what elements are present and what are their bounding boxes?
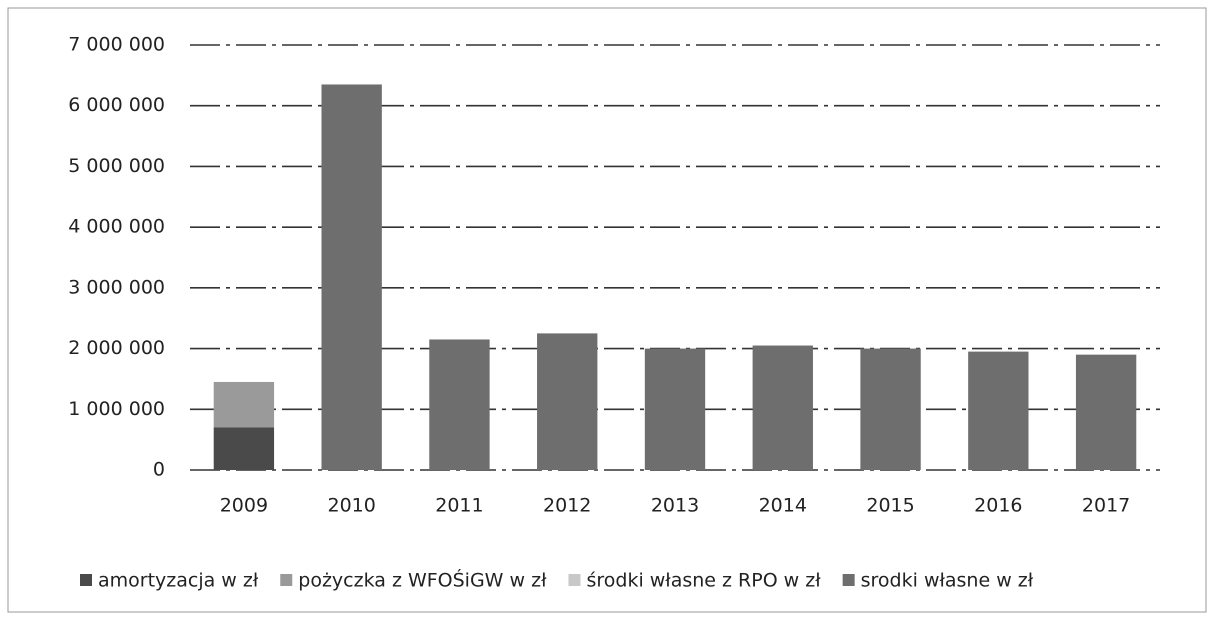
bar-segment — [1075, 354, 1137, 470]
legend-swatch — [80, 574, 92, 586]
x-tick-label: 2009 — [220, 495, 268, 517]
legend-swatch — [842, 574, 855, 586]
bar-segment — [752, 345, 813, 470]
y-tick-label: 4 000 000 — [68, 216, 165, 238]
y-tick-label: 3 000 000 — [68, 276, 165, 298]
y-tick-label: 7 000 000 — [68, 34, 165, 56]
bar-segment — [537, 333, 598, 470]
x-tick-label: 2015 — [866, 495, 914, 517]
bar-segment — [213, 381, 275, 428]
x-tick-label: 2012 — [543, 495, 591, 517]
x-tick-label: 2013 — [651, 495, 699, 517]
y-tick-label: 6 000 000 — [68, 94, 165, 116]
x-tick-label: 2017 — [1082, 495, 1130, 517]
bar-segment — [213, 427, 275, 470]
bar-segment — [644, 348, 706, 470]
y-tick-label: 2 000 000 — [68, 337, 165, 359]
legend-label: amortyzacja w zł — [98, 570, 259, 592]
y-tick-label: 1 000 000 — [68, 398, 165, 420]
chart-frame — [7, 7, 1207, 613]
bar-segment — [968, 351, 1029, 470]
legend-swatch — [568, 574, 581, 586]
bar-segment — [429, 339, 490, 470]
bar-segment — [860, 348, 921, 470]
legend-label: środki własne z RPO w zł — [586, 570, 821, 592]
legend-label: srodki własne w zł — [861, 570, 1034, 592]
legend-swatch — [280, 574, 293, 586]
x-tick-label: 2014 — [759, 495, 807, 517]
bar-segment — [321, 84, 382, 470]
y-tick-label: 5 000 000 — [68, 155, 165, 177]
y-tick-label: 0 — [153, 459, 165, 481]
x-tick-label: 2011 — [435, 495, 483, 517]
legend-label: pożyczka z WFOŚiGW w zł — [298, 568, 547, 592]
x-tick-label: 2016 — [974, 495, 1022, 517]
x-tick-label: 2010 — [327, 495, 375, 517]
